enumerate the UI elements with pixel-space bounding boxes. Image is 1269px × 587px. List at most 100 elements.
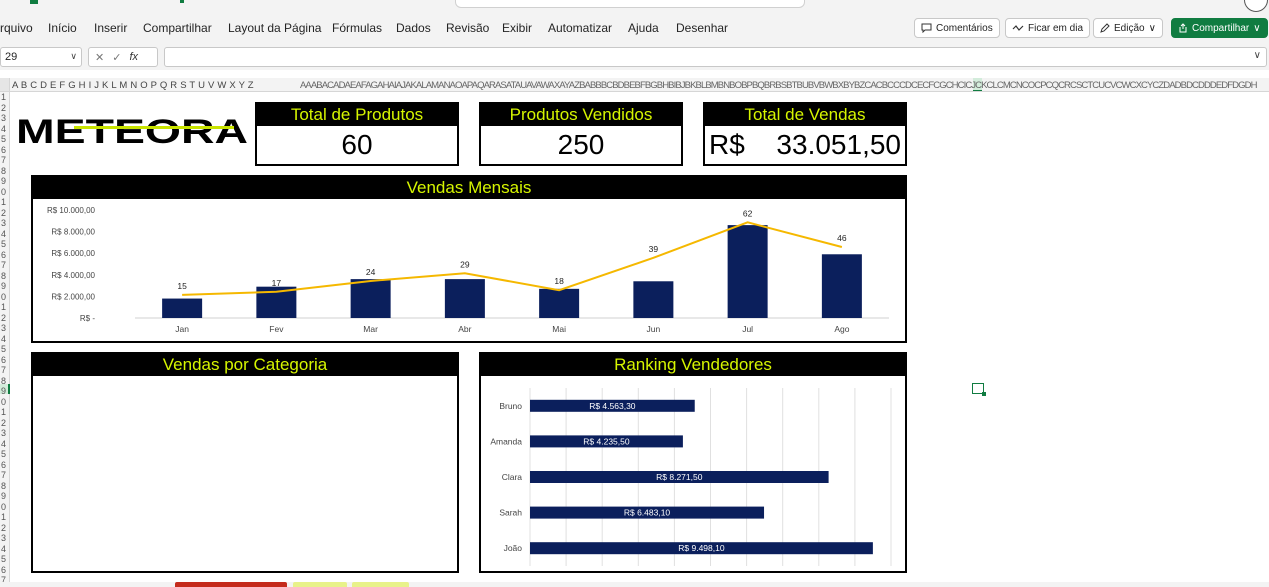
sheet-tab[interactable] — [352, 582, 409, 587]
bar — [821, 254, 862, 318]
catchup-button[interactable]: Ficar em dia — [1005, 18, 1091, 38]
sheet-tab[interactable] — [175, 582, 287, 587]
data-label: R$ 8.271,50 — [656, 472, 703, 482]
kpi-value: 250 — [557, 129, 605, 160]
tab-data[interactable]: Dados — [396, 21, 431, 35]
select-all-corner[interactable] — [0, 78, 10, 91]
column-letters[interactable]: A B C D E F G H I J K L M N O P Q R S T … — [12, 80, 254, 91]
x-tick-label: Jun — [647, 324, 661, 334]
y-tick-label: R$ 8.000,00 — [51, 228, 95, 237]
pencil-icon — [1100, 23, 1110, 33]
share-label: Compartilhar — [1192, 22, 1250, 34]
kpi-total-vendas: Total de Vendas R$ 33.051,50 — [703, 102, 907, 166]
ribbon-tabs: rquivo Início Inserir Compartilhar Layou… — [0, 12, 1269, 44]
x-tick-label: Fev — [269, 324, 284, 334]
tab-help[interactable]: Ajuda — [628, 21, 659, 35]
tab-page-layout[interactable]: Layout da Página — [228, 21, 322, 35]
search-box[interactable] — [455, 0, 805, 8]
editing-mode-button[interactable]: Edição ∨ — [1093, 18, 1163, 38]
y-tick-label: R$ 6.000,00 — [51, 249, 95, 258]
expand-formula-icon[interactable]: ∨ — [1253, 50, 1261, 61]
bar — [727, 225, 768, 318]
chevron-down-icon[interactable]: ∨ — [70, 51, 77, 61]
excel-app-icon — [30, 0, 38, 4]
kpi-value: R$ 33.051,50 — [705, 126, 905, 164]
formula-actions: ✕ ✓ fx — [88, 47, 158, 67]
x-tick-label: Jan — [175, 324, 189, 334]
panel-title: Vendas por Categoria — [33, 354, 457, 376]
data-label: 15 — [177, 281, 187, 291]
bar — [530, 506, 765, 519]
bar — [350, 279, 391, 318]
seller-ranking-panel[interactable]: Ranking Vendedores Bruno R$ 4.563,30 Amand… — [479, 352, 907, 573]
logo-text: METEORA — [16, 113, 248, 151]
data-label: 18 — [554, 276, 564, 286]
seller-ranking-chart[interactable]: Bruno R$ 4.563,30 Amanda R$ 4.235,50 Clara R$… — [481, 376, 905, 571]
fill-handle[interactable] — [982, 392, 986, 396]
row-numbers[interactable]: 1 2 3 4 5 6 7 8 9 0 1 2 3 4 5 6 7 8 9 0 … — [1, 92, 7, 585]
tab-file[interactable]: rquivo — [0, 21, 33, 35]
data-label: 29 — [460, 259, 470, 269]
bar — [444, 279, 485, 318]
category-label: Clara — [502, 472, 523, 482]
panel-title: Vendas Mensais — [33, 177, 905, 199]
tab-view[interactable]: Exibir — [502, 21, 533, 35]
cancel-icon[interactable]: ✕ — [95, 51, 105, 64]
save-status-icon — [180, 0, 184, 3]
formula-bar: 29 ∨ ✕ ✓ fx ∨ — [0, 44, 1269, 70]
monthly-sales-panel[interactable]: Vendas Mensais R$ - R$ 2.000,00 R$ 4.000,0… — [31, 175, 907, 343]
panel-title: Ranking Vendedores — [481, 354, 905, 376]
account-avatar[interactable] — [1244, 0, 1268, 12]
data-label: 62 — [743, 208, 753, 218]
column-letters-narrow[interactable]: AAABACADAEAFAGAHAIAJAKALAMANAOAPAQARASAT… — [300, 80, 1257, 91]
y-tick-label: R$ 2.000,00 — [51, 292, 95, 301]
comments-button[interactable]: Comentários — [914, 18, 1000, 38]
bar — [162, 298, 203, 318]
data-label: 46 — [837, 233, 847, 243]
tab-formulas[interactable]: Fórmulas — [332, 21, 383, 35]
data-label: R$ 4.235,50 — [583, 436, 630, 446]
tab-home[interactable]: Início — [48, 21, 77, 35]
formula-input[interactable]: ∨ — [164, 47, 1267, 67]
y-tick-label: R$ 4.000,00 — [51, 271, 95, 280]
share-button[interactable]: Compartilhar ∨ — [1171, 18, 1268, 38]
tab-draw[interactable]: Desenhar — [676, 21, 729, 35]
editing-label: Edição — [1114, 22, 1145, 34]
data-label: R$ 4.563,30 — [589, 401, 636, 411]
tab-insert[interactable]: Inserir — [94, 21, 128, 35]
kpi-currency: R$ — [709, 129, 745, 160]
insert-function-icon[interactable]: fx — [129, 51, 138, 63]
active-cell[interactable] — [972, 383, 986, 396]
confirm-icon[interactable]: ✓ — [112, 51, 122, 64]
kpi-amount: 33.051,50 — [776, 129, 901, 160]
bar — [530, 471, 829, 483]
category-label: Sarah — [499, 508, 522, 518]
monthly-sales-chart[interactable]: R$ - R$ 2.000,00 R$ 4.000,00 R$ 6.000,00 R$ … — [33, 199, 905, 341]
x-tick-label: Mai — [552, 324, 566, 334]
kpi-produtos-vendidos: Produtos Vendidos 250 — [479, 102, 683, 166]
data-label: 24 — [366, 267, 376, 277]
y-tick-label: R$ - — [80, 314, 95, 323]
data-label: 39 — [649, 244, 659, 254]
tab-review[interactable]: Revisão — [446, 21, 490, 35]
bar — [539, 288, 580, 318]
category-sales-panel[interactable]: Vendas por Categoria — [31, 352, 459, 573]
tab-share[interactable]: Compartilhar — [143, 21, 212, 35]
bar — [530, 435, 683, 448]
row-headers: 1 2 3 4 5 6 7 8 9 0 1 2 3 4 5 6 7 8 9 0 … — [0, 92, 10, 587]
chevron-down-icon: ∨ — [1253, 22, 1261, 34]
comment-icon — [921, 23, 932, 33]
bar — [633, 281, 674, 318]
kpi-value: 60 — [341, 129, 373, 160]
kpi-title: Total de Produtos — [257, 104, 457, 126]
line-series — [182, 221, 843, 296]
kpi-total-produtos: Total de Produtos 60 — [255, 102, 459, 166]
x-tick-label: Abr — [458, 324, 471, 334]
y-tick-label: R$ 10.000,00 — [47, 206, 96, 215]
sheet-tab[interactable] — [293, 582, 347, 587]
category-label: Bruno — [499, 401, 522, 411]
name-box[interactable]: 29 ∨ — [0, 47, 82, 67]
tab-automate[interactable]: Automatizar — [548, 21, 613, 35]
x-tick-label: Ago — [834, 324, 849, 334]
